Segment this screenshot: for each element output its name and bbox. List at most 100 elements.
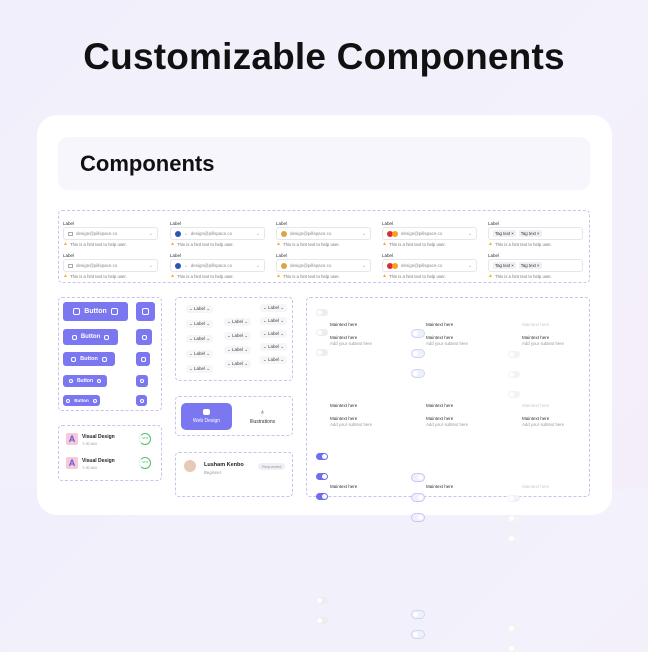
- toggle-switch[interactable]: [508, 535, 520, 542]
- dropdown-chip[interactable]: ⌄ Label ⌄: [260, 317, 288, 325]
- field-label: Label: [382, 221, 394, 226]
- chevron-down-icon: ⌄: [361, 230, 366, 237]
- toggle-switch[interactable]: [508, 645, 520, 652]
- input-value: design@pillspace.co: [401, 231, 443, 236]
- tab-illustrations[interactable]: ♁ Illustrations: [237, 403, 288, 430]
- app-thumbnail: A: [66, 457, 78, 469]
- toggle-switch[interactable]: [316, 453, 328, 460]
- primary-button[interactable]: Button: [63, 352, 115, 366]
- mastercard-icon: [392, 262, 398, 269]
- primary-button[interactable]: Button: [63, 329, 118, 345]
- input-field[interactable]: design@pillspace.co ⌄: [276, 259, 371, 272]
- hint-text: ▲ This is a hint text to help user.: [276, 241, 340, 247]
- dropdown-chip[interactable]: ⌄ Label ⌄: [186, 335, 214, 343]
- toggle-switch[interactable]: [412, 330, 424, 337]
- toggle-switch[interactable]: [412, 494, 424, 501]
- flag-icon: [175, 230, 181, 237]
- toggle-label: Maintext here: [522, 484, 550, 489]
- toggle-switch[interactable]: [316, 309, 328, 316]
- toggle-switch[interactable]: [316, 597, 328, 604]
- input-field[interactable]: design@pillspace.co ⌄: [63, 259, 158, 272]
- toggle-switch[interactable]: [412, 514, 424, 521]
- placeholder-icon: [142, 308, 149, 315]
- dropdown-chip[interactable]: ⌄ Label ⌄: [224, 360, 252, 368]
- toggle-label: Maintext here: [330, 484, 358, 489]
- input-field[interactable]: Tag text × Tag text ×: [488, 259, 583, 272]
- field-label: Label: [63, 253, 75, 258]
- icon-button[interactable]: [136, 395, 147, 406]
- inputs-section: [58, 210, 590, 283]
- input-field[interactable]: design@pillspace.co ⌄: [382, 227, 477, 240]
- warning-icon: ▲: [488, 241, 493, 247]
- toggle-switch[interactable]: [412, 631, 424, 638]
- chevron-down-icon: ⌄: [255, 230, 260, 237]
- toggle-switch[interactable]: [508, 371, 520, 378]
- dropdown-chip[interactable]: ⌄ Label ⌄: [224, 346, 252, 354]
- placeholder-icon: [73, 308, 81, 315]
- tag-chip[interactable]: Tag text ×: [493, 230, 516, 237]
- dropdown-chip[interactable]: ⌄ Label ⌄: [260, 356, 288, 364]
- dropdown-chip[interactable]: ⌄ Label ⌄: [260, 343, 288, 351]
- dropdown-chip[interactable]: ⌄ Label ⌄: [260, 304, 288, 312]
- placeholder-icon: [92, 398, 97, 403]
- toggle-switch[interactable]: [316, 493, 328, 500]
- profile-name: Lusham Kenbo: [204, 462, 244, 468]
- toggle-switch[interactable]: [412, 370, 424, 377]
- tag-chip[interactable]: Tag text ×: [518, 230, 542, 237]
- hint-text: ▲ This is a hint text to help user.: [488, 273, 552, 279]
- dropdown-chip[interactable]: ⌄ Label ⌄: [260, 330, 288, 338]
- toggle-switch[interactable]: [508, 515, 520, 522]
- input-field[interactable]: design@pillspace.co ⌄: [63, 227, 158, 240]
- toggle-switch[interactable]: [316, 473, 328, 480]
- components-heading: Components: [80, 151, 215, 176]
- toggle-label: Maintext here: [426, 403, 454, 408]
- input-value: design@pillspace.co: [190, 231, 233, 236]
- dropdown-chip[interactable]: ⌄ Label ⌄: [186, 320, 214, 328]
- chevron-down-icon: ⌄: [148, 262, 153, 269]
- toggle-label: Maintext here: [426, 484, 454, 489]
- dropdown-chip[interactable]: ⌄ Label ⌄: [186, 365, 214, 373]
- toggle-switch[interactable]: [316, 329, 328, 336]
- profile-section: [175, 452, 293, 497]
- input-field[interactable]: design@pillspace.co ⌄: [276, 227, 371, 240]
- input-field[interactable]: ⌄ design@pillspace.co ⌄: [170, 227, 265, 240]
- toggle-switch[interactable]: [508, 625, 520, 632]
- placeholder-icon: [66, 398, 71, 403]
- dropdown-chip[interactable]: ⌄ Label ⌄: [186, 305, 214, 313]
- tag-chip[interactable]: Tag text ×: [493, 262, 516, 269]
- toggle-switch[interactable]: [508, 391, 520, 398]
- toggle-switch[interactable]: [412, 474, 424, 481]
- toggle-switch[interactable]: [508, 495, 520, 502]
- placeholder-icon: [140, 356, 146, 362]
- toggle-label: Maintext here: [426, 335, 454, 340]
- icon-button[interactable]: [136, 352, 150, 366]
- primary-button[interactable]: Button: [63, 395, 100, 406]
- field-label: Label: [170, 253, 182, 258]
- icon-button[interactable]: [136, 329, 152, 345]
- primary-button[interactable]: Button: [63, 302, 128, 321]
- toggle-switch[interactable]: [508, 351, 520, 358]
- toggle-switch[interactable]: [412, 350, 424, 357]
- tag-chip[interactable]: Tag text ×: [518, 262, 542, 269]
- dropdown-chip[interactable]: ⌄ Label ⌄: [186, 350, 214, 358]
- dropdown-chip[interactable]: ⌄ Label ⌄: [224, 332, 252, 340]
- toggle-switch[interactable]: [316, 617, 328, 624]
- warning-icon: ▲: [63, 241, 68, 247]
- app-thumbnail: A: [66, 433, 78, 445]
- tab-web-design[interactable]: Web Design: [181, 403, 232, 430]
- toggle-label: Maintext here: [522, 335, 550, 340]
- chevron-down-icon: ⌄: [184, 230, 188, 236]
- field-label: Label: [488, 253, 500, 258]
- progress-ring: 60%: [139, 457, 151, 469]
- input-field[interactable]: Tag text × Tag text ×: [488, 227, 583, 240]
- status-badge: Requested: [258, 463, 286, 470]
- toggle-switch[interactable]: [412, 611, 424, 618]
- icon-button[interactable]: [136, 375, 148, 387]
- input-field[interactable]: design@pillspace.co ⌄: [382, 259, 477, 272]
- input-field[interactable]: ⌄ design@pillspace.co ⌄: [170, 259, 265, 272]
- primary-button[interactable]: Button: [63, 375, 107, 387]
- icon-button[interactable]: [136, 302, 155, 321]
- input-value: design@pillspace.co: [76, 231, 118, 236]
- dropdown-chip[interactable]: ⌄ Label ⌄: [224, 318, 252, 326]
- toggle-switch[interactable]: [316, 349, 328, 356]
